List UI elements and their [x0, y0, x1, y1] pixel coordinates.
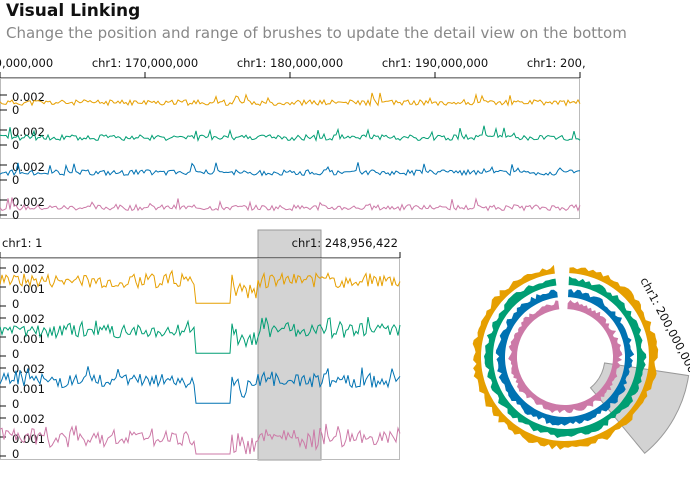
detail-y-tick-top: 0.002 — [12, 262, 45, 276]
circular-track[interactable]: chr1: 200,000,000 — [460, 255, 690, 460]
overview-y-zero-label: 0 — [12, 138, 19, 152]
detail-brush[interactable] — [257, 229, 322, 461]
overview-y-tick-label: 0.002 — [12, 125, 45, 139]
overview-line-series-3 — [0, 162, 581, 177]
circular-brush[interactable] — [589, 362, 690, 454]
detail-track-row: 0.002 0.001 0 — [0, 312, 401, 361]
overview-line-series-4 — [0, 197, 581, 212]
detail-frame — [0, 258, 400, 460]
detail-track-row: 0.002 0.001 0 — [0, 262, 401, 311]
overview-track[interactable]: chr1: 160,000,000 chr1: 170,000,000 chr1… — [0, 52, 585, 224]
overview-x-tick-label: chr1: 190,000,000 — [382, 56, 488, 70]
detail-x-start-label: chr1: 1 — [2, 236, 43, 250]
detail-line-series-1 — [0, 269, 401, 304]
overview-y-tick-label: 0.002 — [12, 160, 45, 174]
detail-x-end-label: chr1: 248,956,422 — [292, 236, 398, 250]
overview-frame — [0, 78, 580, 219]
detail-track-row: 0.002 0.001 0 — [0, 362, 401, 411]
detail-line-series-3 — [0, 366, 401, 404]
overview-track-row: 0.002 0 — [0, 160, 581, 187]
detail-track[interactable]: chr1: 1 chr1: 248,956,422 0.002 0.001 0 … — [0, 228, 402, 464]
overview-track-row: 0.002 0 — [0, 195, 581, 222]
detail-track-row: 0.002 0.001 0 — [0, 412, 401, 461]
overview-x-axis: chr1: 160,000,000 chr1: 170,000,000 chr1… — [0, 56, 585, 79]
detail-y-zero-label: 0 — [12, 397, 19, 411]
overview-x-tick-label: chr1: 200,000,000 — [527, 56, 585, 70]
overview-x-tick-label: chr1: 160,000,000 — [0, 56, 53, 70]
detail-y-zero-label: 0 — [12, 347, 19, 361]
overview-line-series-1 — [0, 92, 581, 108]
page-subtitle: Change the position and range of brushes… — [6, 24, 627, 42]
overview-x-tick-label: chr1: 180,000,000 — [237, 56, 343, 70]
detail-line-series-4 — [0, 423, 401, 455]
overview-y-tick-label: 0.002 — [12, 90, 45, 104]
overview-y-zero-label: 0 — [12, 208, 19, 222]
detail-y-tick-mid: 0.001 — [12, 282, 45, 296]
detail-y-tick-top: 0.002 — [12, 312, 45, 326]
overview-track-row: 0.002 0 — [0, 125, 581, 152]
overview-y-zero-label: 0 — [12, 103, 19, 117]
overview-y-tick-label: 0.002 — [12, 195, 45, 209]
overview-track-row: 0.002 0 — [0, 90, 581, 117]
overview-x-tick-label: chr1: 170,000,000 — [92, 56, 198, 70]
detail-line-series-2 — [0, 317, 401, 354]
detail-x-axis — [0, 252, 401, 259]
overview-line-series-2 — [0, 125, 581, 143]
page-title: Visual Linking — [6, 1, 141, 21]
detail-y-zero-label: 0 — [12, 297, 19, 311]
detail-y-zero-label: 0 — [12, 447, 19, 461]
detail-y-tick-top: 0.002 — [12, 412, 45, 426]
detail-y-tick-mid: 0.001 — [12, 382, 45, 396]
overview-y-zero-label: 0 — [12, 173, 19, 187]
detail-y-tick-mid: 0.001 — [12, 332, 45, 346]
